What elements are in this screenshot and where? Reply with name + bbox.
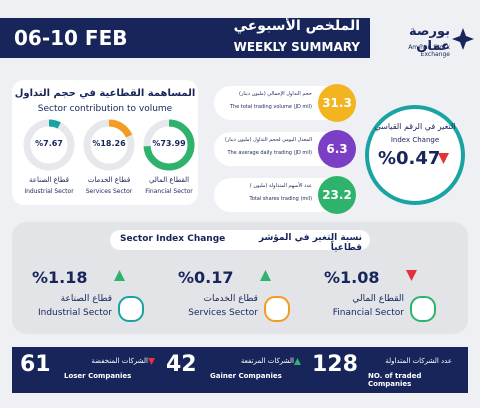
sector-name-en: Financial Sector (145, 188, 193, 195)
sector-name-en: Services Sector (188, 308, 258, 318)
donut-label: %7.67 (35, 139, 63, 148)
index-circle (365, 105, 465, 205)
direction-arrow (114, 270, 125, 281)
sector-name-ar: القطاع المالي (352, 294, 404, 304)
donut-label: %18.26 (92, 139, 126, 148)
company-label-ar: الشركات المرتفعة (240, 357, 294, 365)
donut-arc (83, 119, 135, 171)
sector-change-value: %1.08 (324, 268, 380, 287)
index-value: %0.47 (378, 148, 441, 169)
donut (83, 119, 135, 171)
company-count: 42 (166, 352, 197, 377)
sector-change-value: %0.17 (178, 268, 234, 287)
sector-index-title-ar: نسبة التغير في المؤشر قطاعياً (258, 233, 362, 253)
stat-label-ar: المعدل اليومي لحجم التداول (مليون دينار) (224, 137, 312, 143)
header-band (0, 18, 370, 58)
stat-label-ar: حجم التداول الإجمالي (مليون دينار) (239, 91, 312, 97)
donut-label: %73.99 (152, 139, 186, 148)
logo-en: Amman Stock Exchange (408, 44, 450, 58)
company-count: 61 (20, 352, 51, 377)
stat-label-ar: عدد الأسهم المتداولة (مليون ) (249, 183, 312, 189)
sector-name-ar: قطاع الصناعة (60, 294, 112, 304)
donut (23, 119, 75, 171)
title-ar: الملخص الأسبوعي (233, 18, 360, 34)
index-label-ar: التغير في الرقم القياسي (374, 122, 456, 131)
sector-name-en: Services Sector (85, 188, 133, 195)
arrow-box (148, 358, 155, 365)
company-count: 128 (312, 352, 358, 377)
direction-arrow (294, 358, 301, 365)
sector-name-ar: قطاع الخدمات (203, 294, 258, 304)
sector-icon (118, 296, 144, 322)
company-label-ar: عدد الشركات المتداولة (385, 357, 452, 365)
index-arrow (438, 153, 449, 164)
donut-arc (23, 119, 75, 171)
sector-icon (410, 296, 436, 322)
stat-circle: 31.3 (318, 84, 356, 122)
sector-index-title-en: Sector Index Change (120, 234, 226, 244)
direction-arrow (260, 270, 271, 281)
sector-name-ar: القطاع المالي (148, 176, 190, 184)
stat-circle: 23.2 (318, 176, 356, 214)
sector-name-en: Financial Sector (332, 308, 404, 318)
sector-icon (264, 296, 290, 322)
arrow-box (260, 270, 271, 281)
direction-arrow (148, 358, 155, 365)
donut-arc (143, 119, 195, 171)
stat-circle: 6.3 (318, 130, 356, 168)
sector-change-value: %1.18 (32, 268, 88, 287)
sector-name-en: Industrial Sector (37, 308, 112, 318)
logo-ar: بورصة عمان (409, 24, 450, 54)
direction-arrow (406, 270, 417, 281)
date: 06-10 FEB (14, 26, 128, 50)
company-label-en: Gainer Companies (210, 372, 282, 380)
stat-label-en: The total trading volume (JD mil) (229, 104, 312, 110)
arrow-box (406, 270, 417, 281)
title-en: WEEKLY SUMMARY (233, 40, 360, 54)
stat-label-en: Total shares trading (mil) (249, 196, 312, 202)
company-label-en: NO. of traded Companies (368, 372, 422, 388)
sector-name-en: Industrial Sector (24, 188, 74, 195)
arrow-box (114, 270, 125, 281)
logo-icon (452, 28, 474, 50)
contribution-card (12, 80, 198, 205)
footer-band (12, 347, 468, 393)
company-label-en: Loser Companies (64, 372, 132, 380)
sector-name-ar: قطاع الخدمات (87, 176, 131, 184)
sector-name-ar: قطاع الصناعة (29, 176, 69, 184)
company-label-ar: الشركات المنخفضة (91, 357, 148, 365)
donut (143, 119, 195, 171)
contribution-title-ar: المساهمة القطاعية في حجم التداول (14, 88, 196, 99)
direction-arrow (438, 153, 449, 164)
index-label-en: Index Change (390, 136, 440, 144)
stat-label-en: The average daily trading (JD mil) (227, 150, 312, 156)
contribution-title-en: Sector contribution to volume (37, 104, 173, 114)
sector-index-title-pill (110, 230, 370, 250)
arrow-box (294, 358, 301, 365)
